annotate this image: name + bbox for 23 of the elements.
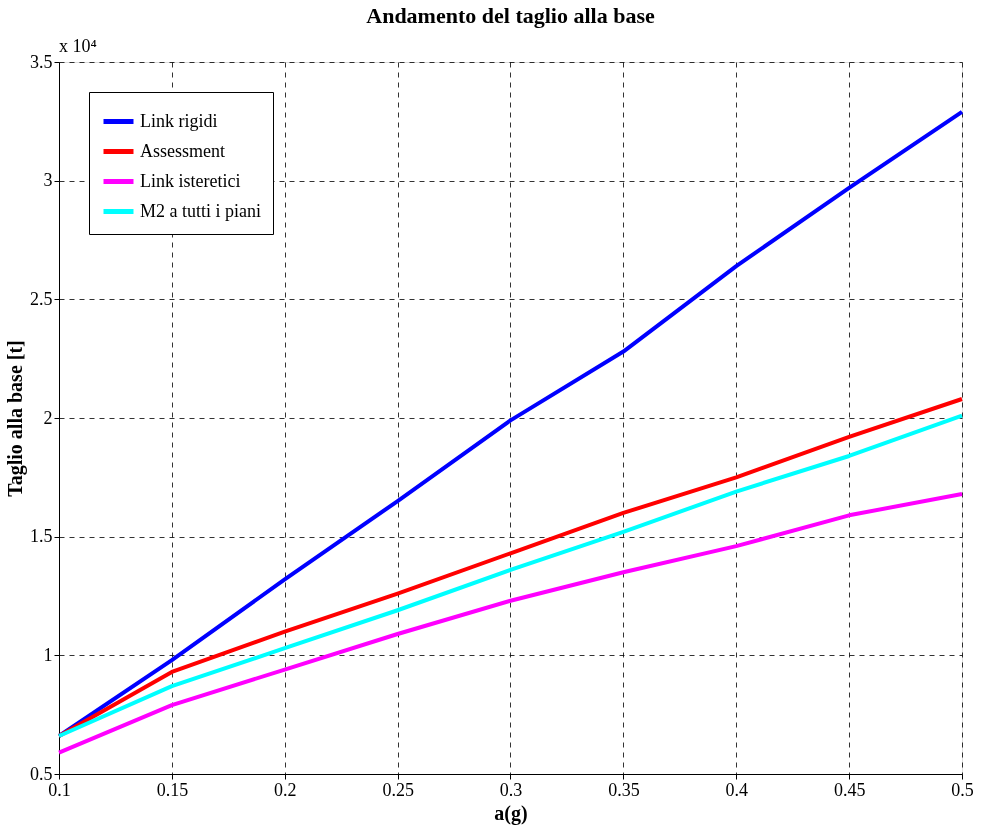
legend-label: Link isteretici: [140, 170, 241, 191]
x-tick-label: 0.25: [382, 779, 414, 800]
x-tick-label: 0.4: [725, 779, 748, 800]
x-tick-label: 0.3: [499, 779, 523, 800]
y-axis-title: Taglio alla base [t]: [4, 340, 27, 497]
legend-label: Assessment: [140, 140, 225, 161]
text: x 10⁴: [59, 36, 97, 56]
chart-title: Andamento del taglio alla base: [366, 3, 655, 28]
x-tick-label: 0.5: [951, 779, 974, 800]
y-tick-label: 3.5: [30, 51, 53, 72]
y-tick-label: 2.5: [30, 288, 53, 309]
x-tick-label: 0.2: [274, 779, 297, 800]
x-tick-label: 0.35: [608, 779, 640, 800]
y-tick-label: 2: [43, 407, 53, 428]
legend-label: Link rigidi: [140, 110, 218, 131]
x-tick-label: 0.45: [833, 779, 866, 800]
line-series: [57, 491, 964, 755]
legend-label: M2 a tutti i piani: [140, 200, 261, 221]
y-tick-label: 3: [43, 170, 53, 191]
y-tick-label: 1.5: [30, 526, 53, 547]
x-tick-label: 0.15: [156, 779, 189, 800]
x-axis-title: a(g): [494, 801, 528, 825]
y-tick-label: 1: [43, 644, 53, 665]
